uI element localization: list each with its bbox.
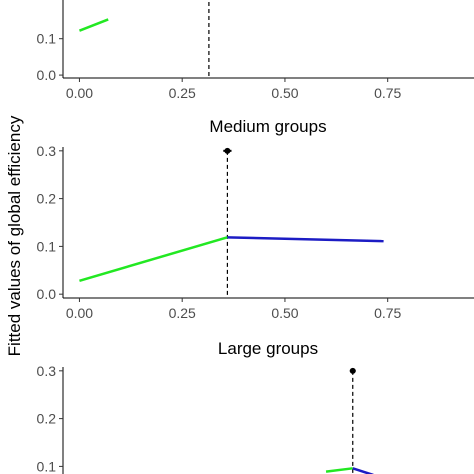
y-tick-label: 0.3 — [37, 363, 57, 379]
y-tick-label: 0.1 — [37, 31, 57, 47]
panel-title: Large groups — [218, 339, 318, 358]
x-tick-label: 0.75 — [374, 85, 401, 101]
breakpoint-estimate-point — [224, 147, 231, 154]
series-line-1 — [79, 236, 228, 282]
y-axis-label: Fitted values of global efficiency — [5, 115, 24, 356]
series-line-2 — [352, 467, 374, 474]
series-line-2 — [227, 236, 384, 243]
y-tick-label: 0.1 — [37, 238, 57, 254]
y-tick-label: 0.0 — [37, 67, 57, 83]
breakpoint-estimate-point — [349, 367, 356, 374]
x-tick-label: 0.00 — [66, 85, 93, 101]
chart-panel-3: 0.1 0.2 0.3 Large groups — [37, 339, 374, 474]
y-tick-label: 0.0 — [37, 286, 57, 302]
y-tick-label: 0.3 — [37, 143, 57, 159]
x-tick-label: 0.00 — [66, 305, 93, 321]
x-tick-label: 0.25 — [169, 85, 196, 101]
panels-group: 0.00.10.00 0.25 0.50 0.750.00.10.20.30.00 0.… — [37, 0, 474, 474]
series-line-1 — [325, 467, 353, 473]
x-tick-label: 0.50 — [271, 305, 298, 321]
x-tick-label: 0.50 — [271, 85, 298, 101]
series-line-1 — [78, 18, 109, 32]
y-tick-label: 0.1 — [37, 458, 57, 474]
panel-title: Medium groups — [209, 117, 326, 136]
x-tick-label: 0.25 — [169, 305, 196, 321]
chart-panel-2: 0.0 0.1 0.2 0.3 0.00 0.25 0.50 0.75 Medium group… — [37, 117, 474, 321]
y-tick-label: 0.2 — [37, 191, 57, 207]
chart-panel-1: 0.0 0.1 0.00 0.25 0.50 0.75 — [37, 0, 474, 101]
x-tick-label: 0.75 — [374, 305, 401, 321]
y-tick-label: 0.2 — [37, 411, 57, 427]
